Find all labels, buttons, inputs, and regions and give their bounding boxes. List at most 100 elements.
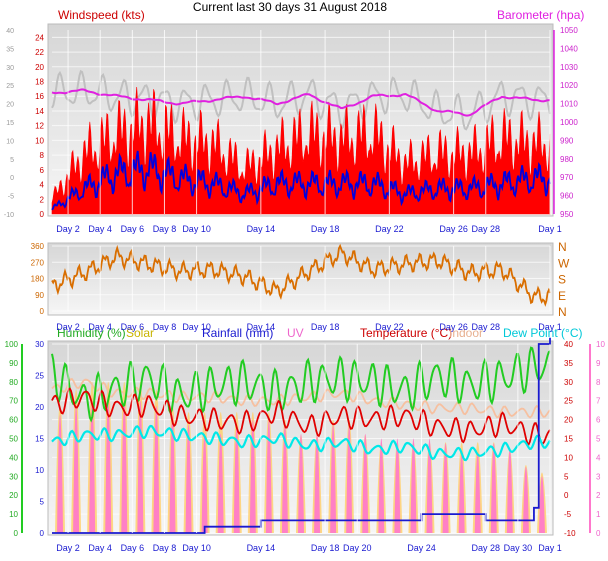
y-direction-tick: 270: [31, 258, 45, 267]
y-humidity-tick: 90: [9, 359, 18, 368]
x-tick-label: Day 1: [538, 224, 562, 234]
compass-tick: E: [558, 289, 566, 303]
x-tick-label: Day 14: [247, 322, 276, 332]
y-left-tick: 10: [35, 136, 44, 145]
y-right-tick: 950: [560, 210, 574, 219]
x-tick-label: Day 26: [439, 224, 468, 234]
y-temperature-tick: 35: [564, 359, 573, 368]
compass-tick: S: [558, 273, 566, 287]
uv-bar: [330, 424, 337, 533]
y-temperature-tick: 10: [564, 453, 573, 462]
uv-bar: [442, 443, 449, 533]
y-left-tick: 0: [40, 210, 45, 219]
x-tick-label: Day 20: [343, 543, 372, 553]
y-humidity-tick: 0: [14, 529, 19, 538]
uv-bar: [249, 419, 256, 533]
uv-bar: [233, 424, 240, 533]
y-left-tick: 4: [40, 181, 45, 190]
barometer-label: Barometer (hpa): [497, 8, 584, 22]
uv-bar: [538, 476, 545, 533]
y-direction-tick: 0: [40, 307, 45, 316]
compass-tick: N: [558, 240, 567, 254]
x-tick-label: Day 4: [88, 543, 112, 553]
y-left-tick: 16: [35, 92, 44, 101]
x-tick-label: Day 8: [153, 322, 177, 332]
y-right-tick: 970: [560, 173, 574, 182]
y-left-tick: 6: [40, 166, 45, 175]
y-uv-tick: 6: [596, 416, 601, 425]
barometer-series: [51, 88, 551, 117]
y-right-tick: 1050: [560, 26, 578, 35]
x-tick-label: Day 2: [56, 224, 80, 234]
uv-bar: [394, 438, 401, 533]
y-left-tick: 12: [35, 122, 44, 131]
y-uv-tick: 4: [596, 453, 601, 462]
y-right-tick: 960: [560, 192, 574, 201]
x-tick-label: Day 30: [504, 543, 533, 553]
y-direction-tick: 180: [31, 275, 45, 284]
y-temperature-tick: 25: [564, 397, 573, 406]
y-outer-tick: 25: [6, 83, 14, 90]
legend-temperature: Temperature (°C): [360, 326, 452, 340]
legend-humidity: Humidity (%): [57, 326, 126, 340]
uv-bar: [281, 424, 288, 533]
wind-direction-series: [51, 243, 551, 307]
x-tick-label: Day 1: [538, 322, 562, 332]
x-tick-label: Day 6: [121, 322, 145, 332]
uv-bar: [426, 438, 433, 533]
y-outer-tick: -10: [4, 212, 14, 219]
x-tick-label: Day 4: [88, 322, 112, 332]
y-right-tick: 1020: [560, 81, 578, 90]
y-direction-tick: 90: [35, 291, 44, 300]
y-outer-tick: 35: [6, 46, 14, 53]
y-temperature-tick: -5: [564, 510, 572, 519]
x-tick-label: Day 22: [375, 224, 404, 234]
y-left-tick: 24: [35, 33, 44, 42]
x-tick-label: Day 10: [182, 543, 211, 553]
y-outer-tick: 30: [6, 65, 14, 72]
y-uv-tick: 8: [596, 378, 601, 387]
x-tick-label: Day 10: [182, 224, 211, 234]
x-tick-label: Day 14: [247, 224, 276, 234]
uv-bar: [314, 433, 321, 533]
uv-bar: [458, 452, 465, 533]
x-tick-label: Day 28: [471, 543, 500, 553]
y-temperature-tick: 5: [564, 472, 569, 481]
x-tick-label: Day 2: [56, 322, 80, 332]
y-left-tick: 18: [35, 78, 44, 87]
y-left-tick: 14: [35, 107, 44, 116]
legend-indoor: Indoor: [449, 326, 483, 340]
x-tick-label: Day 22: [375, 322, 404, 332]
y-uv-tick: 7: [596, 397, 601, 406]
uv-bar: [185, 424, 192, 533]
x-tick-label: Day 28: [471, 224, 500, 234]
y-outer-tick: 0: [10, 175, 14, 182]
humidity-series: [51, 346, 551, 423]
uv-bar: [490, 443, 497, 533]
y-humidity-tick: 30: [9, 472, 18, 481]
y-left-tick: 22: [35, 48, 44, 57]
x-tick-label: Day 6: [121, 224, 145, 234]
uv-bar: [169, 414, 176, 533]
y-right-tick: 990: [560, 136, 574, 145]
y-rain-tick: 5: [40, 498, 45, 507]
chart-title: Current last 30 days 31 August 2018: [193, 0, 387, 14]
y-rain-tick: 10: [35, 466, 44, 475]
y-humidity-tick: 80: [9, 378, 18, 387]
uv-bar: [346, 424, 353, 533]
y-humidity-tick: 60: [9, 416, 18, 425]
y-temperature-tick: 20: [564, 416, 573, 425]
y-uv-tick: 5: [596, 435, 601, 444]
uv-bar: [506, 447, 513, 533]
y-temperature-tick: 15: [564, 435, 573, 444]
uv-bar: [265, 419, 272, 533]
y-uv-tick: 0: [596, 529, 601, 538]
wind-average-series: [51, 150, 551, 211]
legend-rainfall: Rainfall (mm): [202, 326, 273, 340]
x-tick-label: Day 14: [247, 543, 276, 553]
y-left-tick: 2: [40, 195, 45, 204]
x-tick-label: Day 8: [153, 543, 177, 553]
y-humidity-tick: 20: [9, 491, 18, 500]
y-humidity-tick: 10: [9, 510, 18, 519]
y-humidity-tick: 70: [9, 397, 18, 406]
